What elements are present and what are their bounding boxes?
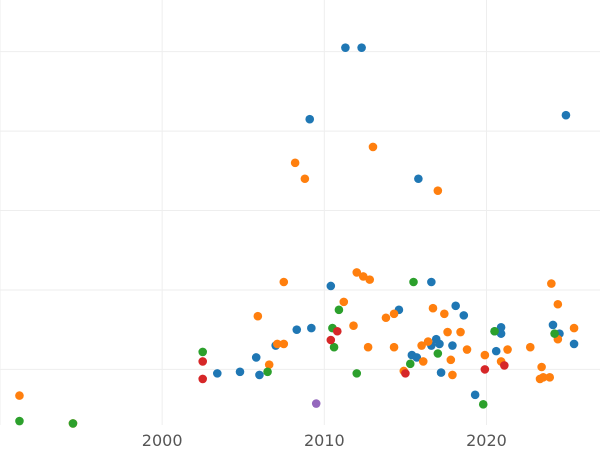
data-point <box>272 339 282 349</box>
data-point <box>561 110 571 120</box>
data-point <box>305 114 315 124</box>
data-point <box>279 339 289 349</box>
data-point <box>548 320 558 330</box>
data-point <box>459 311 469 320</box>
data-point <box>279 277 289 287</box>
data-point <box>389 342 399 352</box>
data-point <box>553 299 563 309</box>
data-point <box>389 309 399 319</box>
data-point <box>401 369 410 378</box>
data-point <box>433 349 443 358</box>
data-point <box>427 277 436 287</box>
data-point <box>503 345 512 354</box>
data-point <box>263 367 272 377</box>
data-point <box>448 341 457 350</box>
data-point <box>537 362 546 372</box>
data-point <box>212 369 222 378</box>
data-point <box>300 174 310 184</box>
data-point <box>443 327 452 337</box>
data-point <box>496 329 506 338</box>
data-point <box>365 275 375 284</box>
data-point <box>357 43 366 52</box>
data-point <box>491 346 501 356</box>
data-point <box>433 186 443 195</box>
data-point <box>326 335 336 345</box>
data-point <box>349 321 358 331</box>
data-point <box>569 323 579 333</box>
data-point <box>198 347 208 357</box>
data-point <box>352 369 362 378</box>
data-point <box>334 305 344 315</box>
data-point <box>462 345 472 354</box>
x-tick-label: 2010 <box>304 431 345 450</box>
data-point <box>428 303 438 313</box>
data-point <box>329 342 339 352</box>
data-point <box>358 272 368 281</box>
x-axis-ticks: 2000 2010 2020 <box>142 431 507 450</box>
data-point <box>264 360 274 369</box>
data-point <box>456 327 465 337</box>
data-point <box>435 339 444 349</box>
data-point <box>550 329 559 338</box>
data-point <box>446 355 456 365</box>
data-point <box>547 279 556 288</box>
data-point <box>251 353 261 362</box>
data-point <box>68 419 78 428</box>
data-point <box>480 365 490 374</box>
data-point <box>440 309 449 319</box>
data-point <box>478 400 488 409</box>
data-point <box>451 301 460 311</box>
data-point <box>500 361 509 370</box>
data-point <box>198 357 208 366</box>
grid <box>0 0 600 425</box>
data-point <box>448 370 457 380</box>
data-point <box>470 390 480 400</box>
data-point <box>198 374 208 384</box>
data-point <box>414 174 423 184</box>
data-point <box>341 43 350 52</box>
x-tick-label: 2000 <box>142 431 183 450</box>
data-point <box>417 341 426 350</box>
data-point <box>405 359 415 369</box>
data-points <box>15 43 579 428</box>
data-point <box>538 373 548 382</box>
data-point <box>253 311 263 321</box>
data-point <box>326 281 336 291</box>
data-point <box>332 326 342 336</box>
data-point <box>381 313 391 323</box>
data-point <box>545 373 555 382</box>
data-point <box>480 350 490 360</box>
data-point <box>15 416 24 426</box>
data-point <box>255 370 264 380</box>
data-point <box>311 399 321 408</box>
data-point <box>423 337 433 346</box>
data-point <box>307 323 316 333</box>
data-point <box>490 326 499 336</box>
data-point <box>418 357 428 366</box>
data-point <box>363 342 373 352</box>
x-tick-label: 2020 <box>466 431 507 450</box>
data-point <box>436 368 446 377</box>
data-point <box>339 297 349 307</box>
data-point <box>496 322 506 332</box>
data-point <box>290 158 300 168</box>
data-point <box>409 277 418 287</box>
data-point <box>352 268 362 277</box>
data-point <box>292 325 302 334</box>
data-point <box>525 342 535 352</box>
data-point <box>569 339 579 349</box>
data-point <box>235 367 245 377</box>
data-point <box>368 142 378 152</box>
data-point <box>15 391 24 400</box>
data-point <box>412 353 422 362</box>
